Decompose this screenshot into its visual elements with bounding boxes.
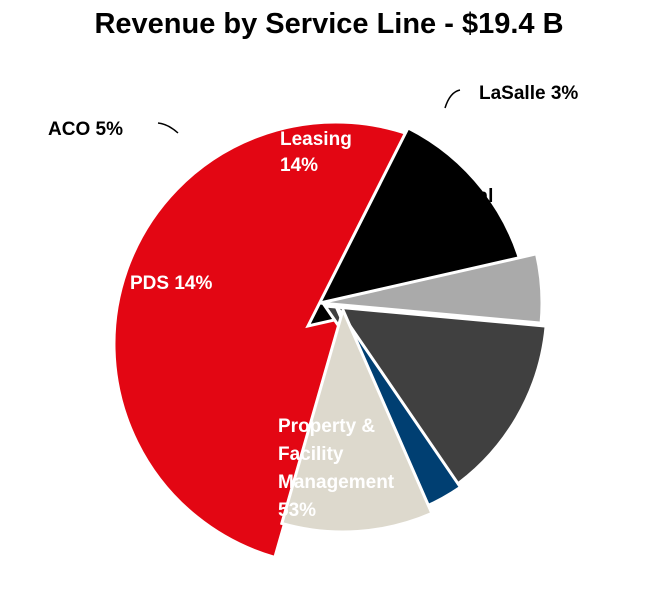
slice-label-lasalle: LaSalle 3%: [479, 83, 578, 104]
slice-label-line: ACO 5%: [48, 119, 123, 140]
leader-line-lasalle: [444, 89, 461, 109]
slice-label-line: 11%: [430, 238, 467, 259]
slice-label-line: 14%: [280, 155, 318, 176]
slice-label-line: PDS 14%: [130, 273, 212, 294]
slice-label-line: Property &: [278, 416, 375, 437]
slice-label-property-facility-management: Property & Facility Management 53%: [278, 416, 395, 521]
slice-label-leasing: Leasing 14%: [280, 129, 352, 176]
slice-label-aco: ACO 5%: [48, 119, 123, 140]
pie-slice-aco: [319, 252, 544, 325]
slice-label-capital-markets: Capital Markets 11%: [430, 186, 502, 259]
slice-label-line: 53%: [278, 500, 316, 521]
leader-line-aco: [157, 122, 179, 134]
chart-title: Revenue by Service Line - $19.4 B: [94, 8, 564, 40]
slice-label-line: Capital: [430, 186, 493, 207]
slice-label-line: Management: [278, 472, 395, 493]
slice-label-line: LaSalle 3%: [479, 83, 578, 104]
pie-slice-capital-markets: [279, 305, 434, 534]
slice-label-line: Markets: [430, 212, 502, 233]
slice-label-line: Facility: [278, 444, 344, 465]
slice-label-line: Leasing: [280, 129, 352, 150]
pie-slice-leasing: [321, 304, 548, 492]
slice-label-pds: PDS 14%: [130, 273, 212, 294]
